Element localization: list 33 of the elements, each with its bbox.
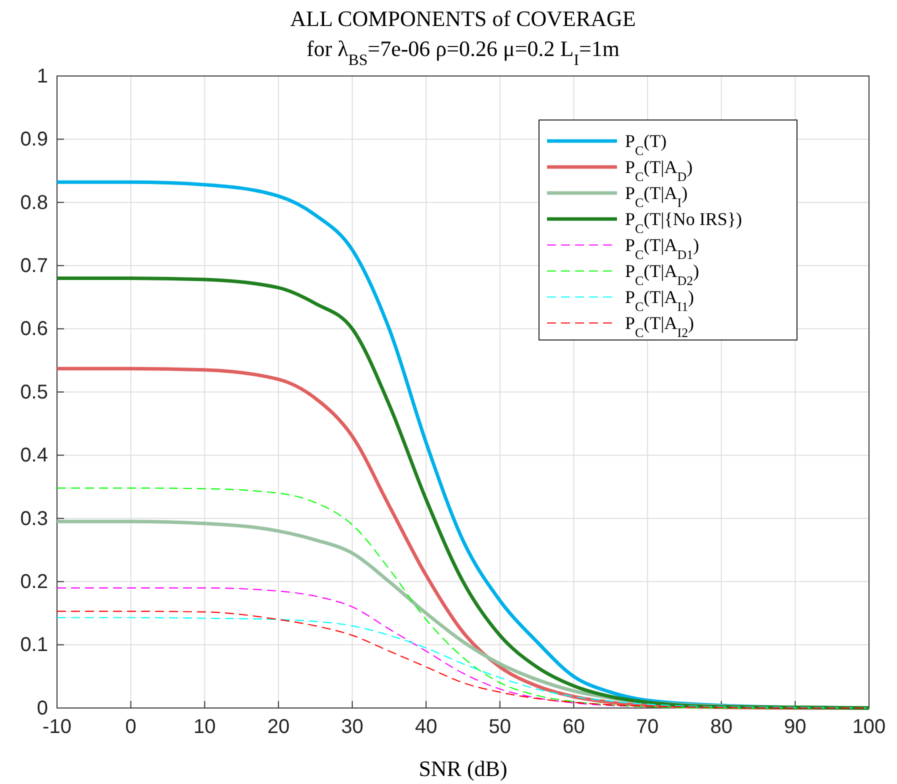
x-tick-label: 70 — [636, 716, 659, 738]
x-tick-label: 0 — [125, 716, 136, 738]
y-tick-label: 0.8 — [20, 192, 48, 214]
y-tick-label: 0.4 — [20, 444, 48, 467]
x-tick-label: 90 — [784, 716, 806, 738]
legend-label: P$_{C}$(T) — [625, 131, 667, 158]
y-tick-label: 0.6 — [20, 318, 48, 340]
legend-label: P$_{C}$(T|A$_{I2}$) — [625, 313, 694, 340]
legend-label: P$_{C}$(T|A$_{D}$) — [625, 157, 693, 184]
legend-label: P$_{C}$(T|A$_{I1}$) — [625, 287, 694, 314]
x-axis-title: SNR (dB) — [418, 756, 508, 781]
y-tick-label: 0.2 — [20, 571, 48, 593]
x-tick-label: 80 — [710, 716, 732, 738]
x-tick-label: 60 — [562, 716, 585, 738]
y-tick-label: 0.7 — [20, 255, 48, 277]
legend-label: P$_{C}$(T|A$_{D2}$) — [625, 261, 700, 288]
x-tick-label: 30 — [341, 716, 364, 738]
x-tick-label: 50 — [488, 716, 512, 738]
chart-subtitle: for λ$_{BS}$=7e-06 ρ=0.26 μ=0.2 L$_{I}$=1m — [306, 36, 620, 68]
y-tick-label: 0.9 — [20, 128, 48, 151]
x-tick-label: 40 — [414, 716, 438, 738]
line-series — [56, 488, 870, 709]
y-tick-label: 0.1 — [20, 634, 48, 656]
x-tick-label: 100 — [852, 716, 886, 738]
x-tick-label: 20 — [267, 716, 290, 738]
y-tick-label: 0.3 — [20, 508, 48, 530]
y-tick-label: 1 — [36, 65, 48, 88]
legend-label: P$_{C}$(T|{No IRS}) — [625, 209, 742, 236]
legend-label: P$_{C}$(T|A$_{I}$) — [625, 183, 688, 210]
y-tick-label: 0.5 — [20, 381, 48, 404]
x-tick-label: 10 — [194, 716, 216, 738]
legend-label: P$_{C}$(T|A$_{D1}$) — [625, 235, 700, 262]
chart-title: ALL COMPONENTS of COVERAGE — [290, 6, 636, 31]
